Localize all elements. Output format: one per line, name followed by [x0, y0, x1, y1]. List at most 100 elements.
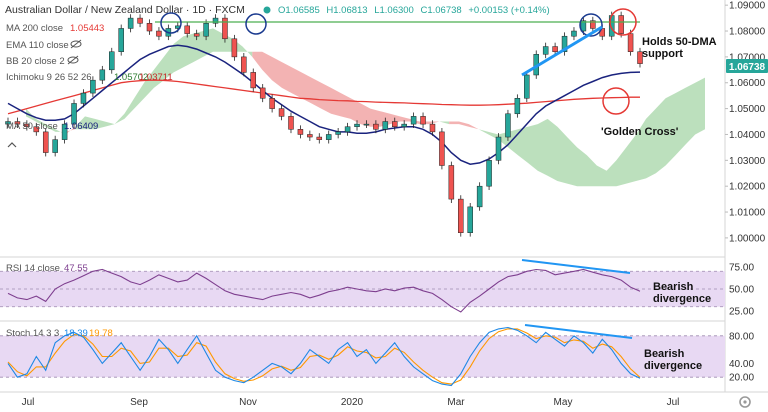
candle-body — [184, 25, 190, 34]
price-tick-label: 1.08000 — [729, 27, 766, 38]
candle-body — [250, 72, 257, 89]
price-trendline[interactable] — [521, 25, 603, 77]
ma200-line — [7, 79, 640, 115]
candle-body — [80, 92, 87, 104]
eye-hidden-icon[interactable] — [67, 55, 79, 65]
candle-body — [5, 121, 11, 125]
stoch-legend-k: 18.39 — [64, 328, 88, 339]
time-tick-label: Jul — [667, 397, 680, 408]
stoch-k-line — [7, 326, 641, 387]
rsi-legend[interactable]: RSI 14 close 47.55 — [6, 263, 88, 274]
chart-header: Australian Dollar / New Zealand Dollar ·… — [5, 4, 550, 16]
price-tick-label: 1.04000 — [729, 130, 766, 141]
legend-ichimoku[interactable]: Ichimoku 9 26 52 26 1.05702 1.03711 — [6, 72, 173, 83]
candle-body — [297, 129, 304, 135]
candle-body — [429, 123, 436, 133]
candle-body — [212, 17, 219, 24]
legend-bb20-label: BB 20 close 2 — [6, 56, 65, 67]
annotation-bearish2-line2: divergence — [644, 360, 702, 372]
candle-body — [231, 38, 238, 58]
candle-body — [524, 74, 530, 99]
cloud-bearish — [252, 51, 440, 127]
annotation-bearish1-line1: Bearish — [653, 281, 694, 293]
candle-body — [146, 23, 153, 32]
rsi-legend-label: RSI 14 close — [6, 263, 60, 274]
legend-ichimoku-label: Ichimoku 9 26 52 26 — [6, 72, 92, 83]
candle-body — [156, 30, 162, 37]
ohlc-high: H1.06813 — [326, 5, 367, 16]
candle-body — [590, 20, 596, 29]
stoch-legend[interactable]: Stoch 14 3 3 18.39 19.78 — [6, 328, 113, 339]
legend-ma200-value: 1.05443 — [70, 23, 104, 34]
current-price-text: 1.06738 — [729, 62, 766, 73]
top-marker-circle[interactable] — [245, 13, 267, 35]
candle-body — [420, 116, 426, 125]
time-tick-label: Jul — [22, 397, 35, 408]
candle-body — [571, 30, 577, 37]
candle-body — [52, 139, 58, 153]
candle-body — [90, 79, 96, 94]
eye-hidden-icon[interactable] — [70, 39, 82, 49]
annotation-golden-cross: 'Golden Cross' — [601, 126, 679, 138]
price-tick-label: 1.06000 — [729, 78, 766, 89]
candle-body — [335, 131, 341, 135]
rsi-line — [7, 268, 641, 313]
candle-body — [127, 17, 134, 29]
stoch-tick-label: 20.00 — [729, 373, 754, 384]
annotation-holds-line2: support — [642, 48, 683, 60]
candle-body — [344, 126, 351, 133]
time-tick-label: Mar — [447, 397, 465, 408]
candle-body — [505, 113, 511, 138]
candle-body — [278, 108, 285, 117]
chart-title: Australian Dollar / New Zealand Dollar ·… — [5, 4, 245, 16]
candle-body — [193, 33, 200, 37]
cloud-bullish — [478, 77, 705, 187]
candle-body — [476, 185, 483, 208]
candle-body — [99, 69, 106, 81]
rsi-legend-value: 47.55 — [64, 263, 88, 274]
time-axis[interactable]: Jul Sep Nov 2020 Mar May Jul — [22, 397, 680, 408]
candle-body — [325, 134, 332, 140]
price-tick-label: 1.03000 — [729, 156, 766, 167]
stoch-axis[interactable]: 80.00 40.00 20.00 — [729, 331, 754, 383]
candle-body — [269, 98, 275, 109]
stoch-pane — [0, 326, 725, 387]
top-marker-circle[interactable] — [579, 13, 603, 37]
candle-body — [391, 121, 398, 127]
rsi-axis[interactable]: 75.00 50.00 25.00 — [729, 262, 754, 317]
price-tick-label: 1.00000 — [729, 233, 766, 244]
indicator-legend: MA 200 close 1.05443 EMA 110 close BB 20… — [6, 23, 173, 148]
legend-ma200[interactable]: MA 200 close 1.05443 — [6, 23, 104, 34]
candle-body — [109, 51, 115, 71]
market-status-icon — [263, 6, 271, 14]
candle-body — [61, 123, 68, 140]
collapse-legend-icon[interactable] — [7, 142, 17, 148]
cloud-bullish — [439, 121, 450, 125]
rsi-divergence-line[interactable] — [521, 259, 631, 274]
golden-cross-circle[interactable] — [602, 87, 630, 115]
stoch-divergence-line[interactable] — [524, 324, 633, 339]
candle-body — [486, 160, 492, 187]
candle-body — [259, 87, 266, 99]
annotation-drawings: Holds 50-DMA support 'Golden Cross' Bear… — [155, 8, 717, 372]
time-tick-label: May — [554, 397, 573, 408]
legend-bb20[interactable]: BB 20 close 2 — [6, 55, 79, 67]
top-marker-circle-red[interactable] — [609, 8, 637, 36]
candle-body — [439, 131, 445, 166]
top-marker-circle[interactable] — [160, 12, 182, 34]
legend-ema110[interactable]: EMA 110 close — [6, 39, 82, 51]
price-axis[interactable]: 1.09000 1.08000 1.07000 1.06000 1.05000 1.040… — [725, 1, 766, 245]
candle-body — [467, 206, 473, 233]
price-tick-label: 1.05000 — [729, 104, 766, 115]
candle-body — [24, 123, 30, 127]
ma50-line — [7, 44, 641, 165]
candle-body — [514, 98, 521, 115]
gear-icon[interactable] — [739, 396, 751, 408]
stoch-d-line — [7, 328, 641, 385]
legend-ma50[interactable]: MA 50 close 1.06409 — [6, 121, 98, 132]
candle-body — [316, 136, 323, 140]
annotation-bearish1-line2: divergence — [653, 293, 711, 305]
candle-body — [561, 35, 568, 52]
stoch-tick-label: 80.00 — [729, 331, 754, 342]
rsi-pane — [0, 268, 725, 313]
